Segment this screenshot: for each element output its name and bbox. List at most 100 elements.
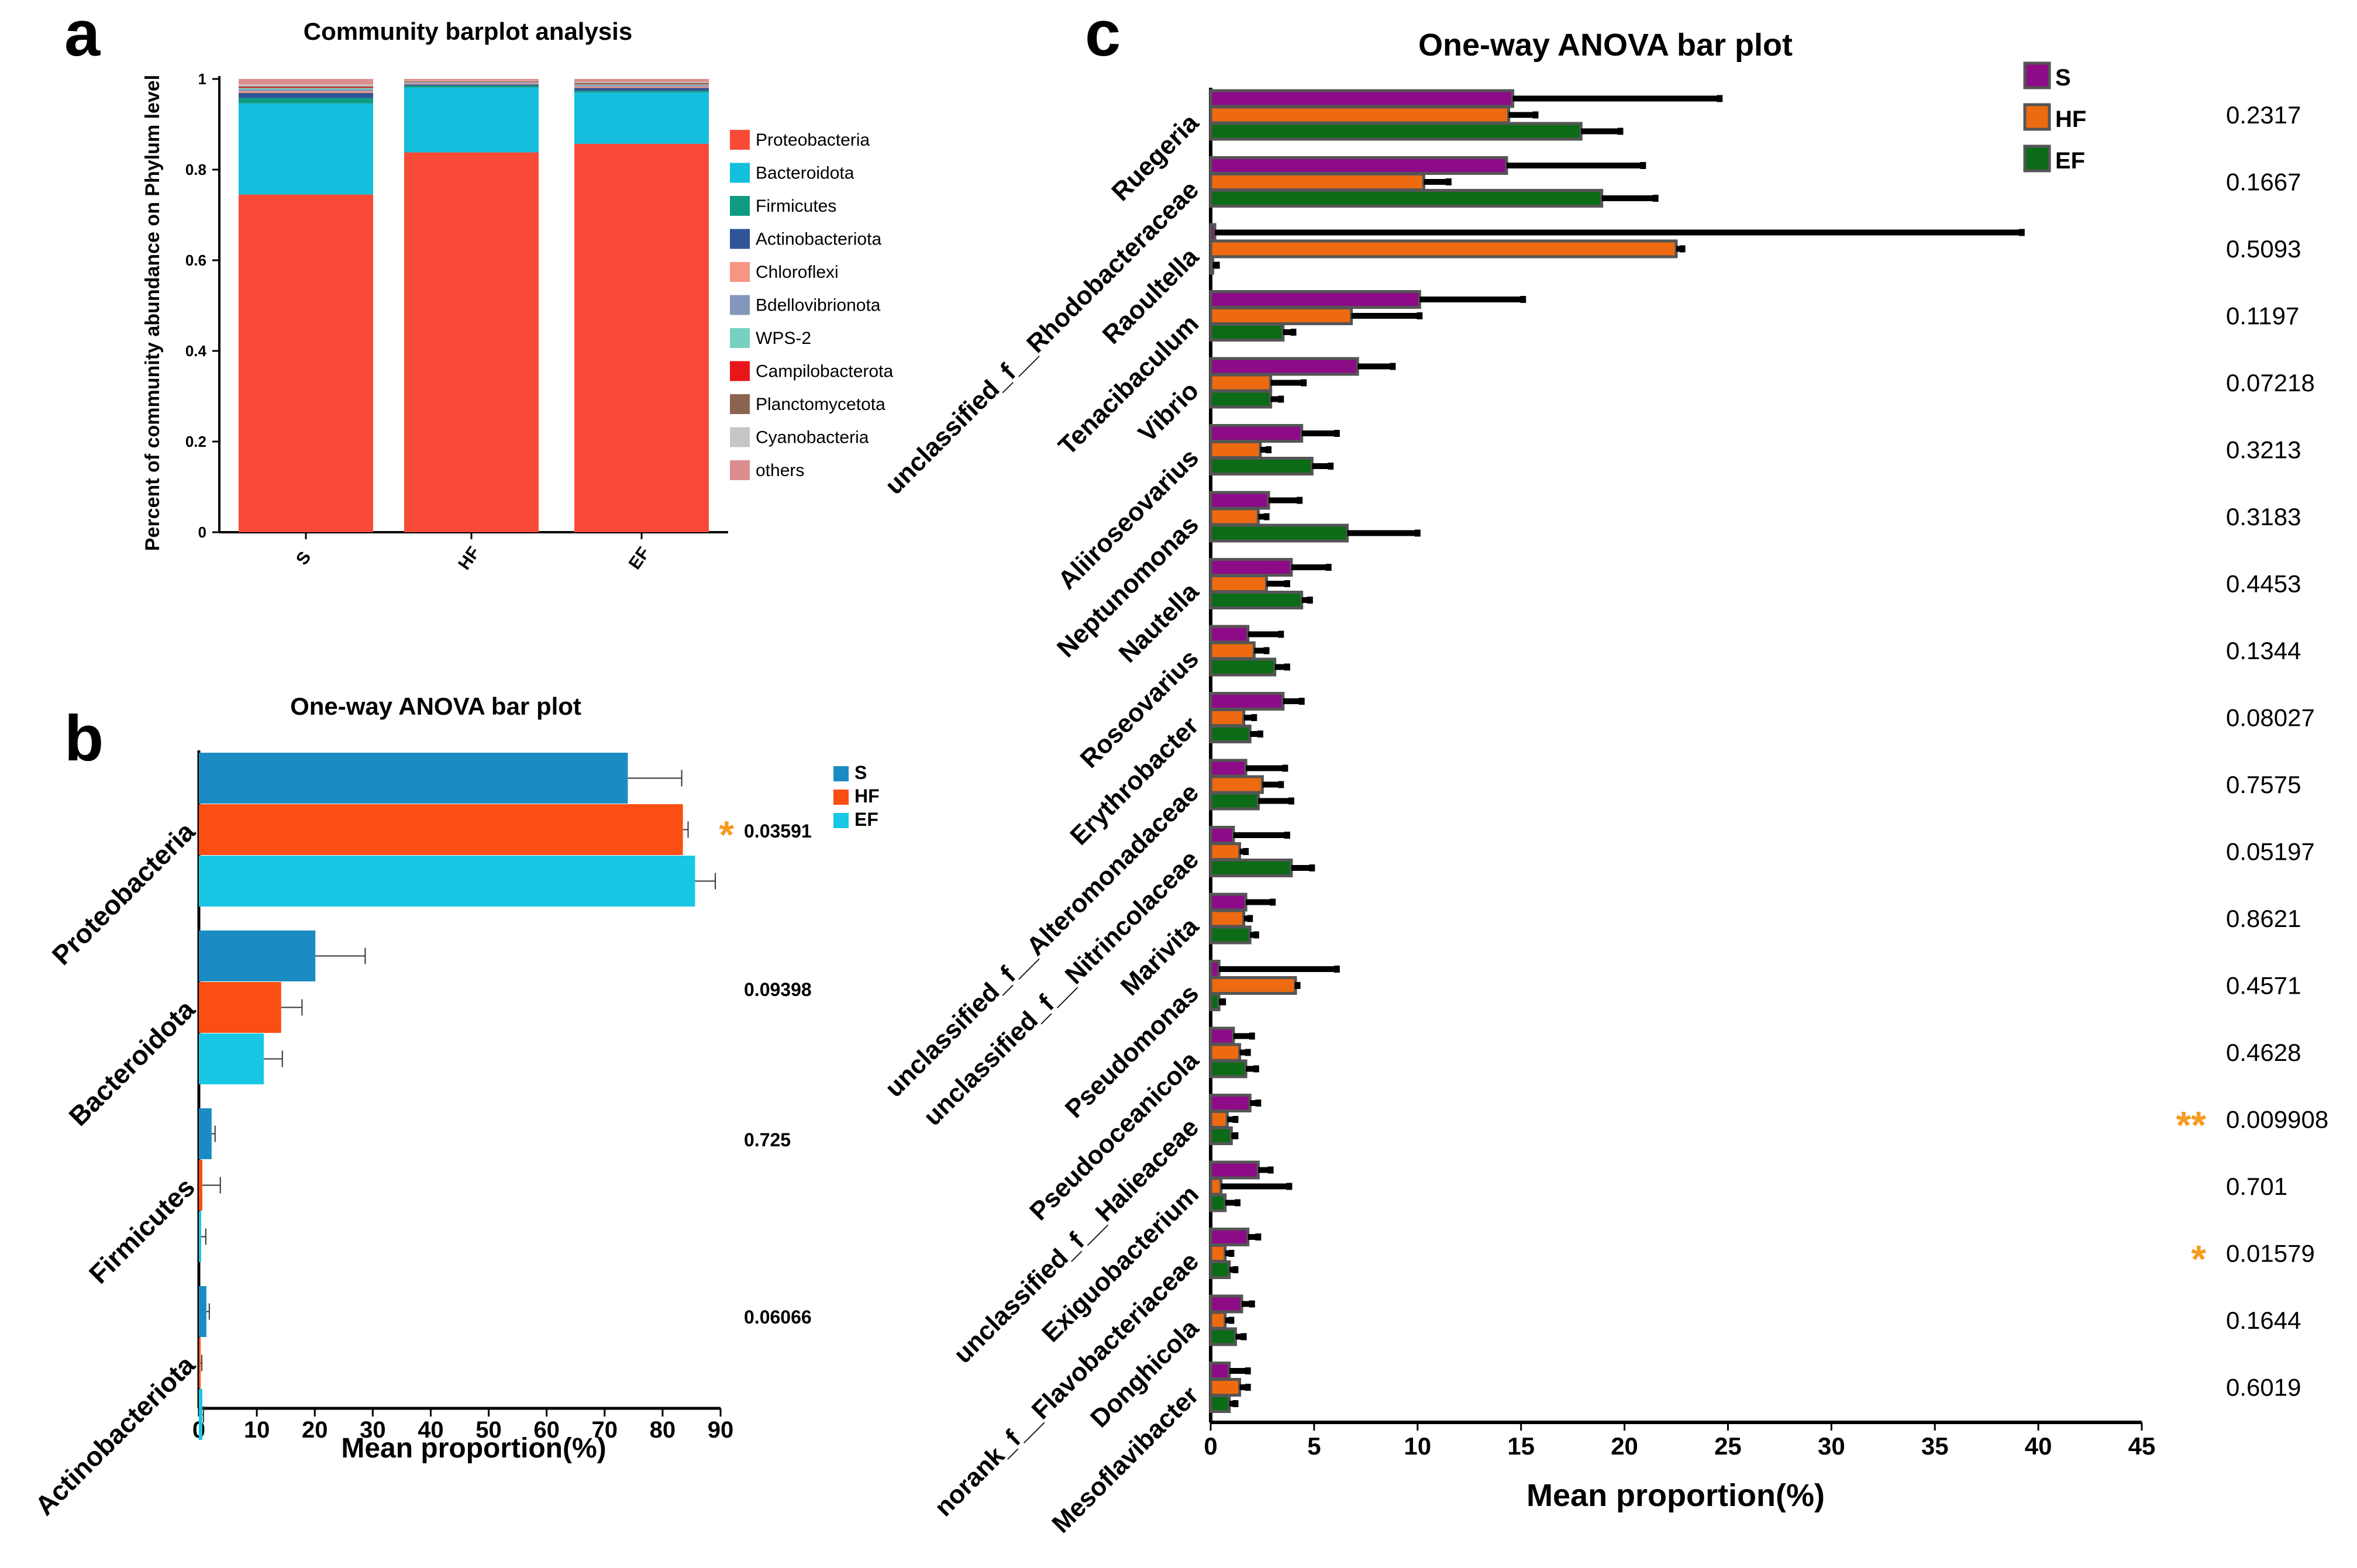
b-x-tick-label: 40 [418,1417,444,1443]
panel-a-ylabel: Percent of community abundance on Phylum… [142,75,164,551]
c-p-value: 0.01579 [2226,1240,2315,1267]
c-p-value: 0.6019 [2226,1374,2301,1401]
c-bar [1209,558,1293,577]
c-bar [1209,859,1293,877]
a-y-tick-label: 0.8 [185,161,206,178]
a-bar-segment [239,194,373,532]
a-legend-label: Bacteroidota [756,164,854,183]
c-bar [1209,290,1421,309]
c-x-tick-label: 35 [1921,1432,1949,1460]
a-bar-segment [239,87,373,88]
a-bar-segment [574,82,709,84]
panel-c-legend: S HF EF [2023,61,2086,174]
c-p-value: 0.4453 [2226,570,2301,598]
c-p-value: 0.8621 [2226,905,2301,932]
a-bar-segment [574,92,709,144]
c-p-value: 0.701 [2226,1173,2287,1200]
c-legend-label: HF [2055,106,2086,132]
c-p-value: 0.7575 [2226,771,2301,798]
b-legend-label: S [854,762,867,783]
a-bar-segment [574,82,709,83]
b-x-tick-label: 50 [475,1417,502,1443]
a-bar-segment [404,81,539,82]
a-bar-segment [574,84,709,85]
a-y-tick-label: 0.2 [185,433,206,450]
panel-c-letter: c [1085,0,1121,70]
c-bar [1209,625,1250,644]
c-bar [1209,1260,1231,1279]
c-bar [1209,708,1246,727]
panel-c-title: One-way ANOVA bar plot [1418,27,1793,63]
c-p-value: 0.5093 [2226,235,2301,263]
b-p-value: 0.06066 [744,1307,812,1328]
c-legend-label: S [2055,65,2071,91]
a-bar-segment [404,82,539,84]
c-bar [1209,189,1604,208]
c-bar [1209,323,1285,342]
b-bar [199,856,695,907]
b-x-tick-label: 80 [650,1417,676,1443]
a-bar-segment [239,88,373,89]
c-x-tick-label: 45 [2128,1432,2156,1460]
c-bar [1209,657,1277,677]
c-x-tick-label: 5 [1307,1432,1321,1460]
a-legend-swatch [730,229,750,249]
a-bar-segment [404,87,539,153]
c-bar [1209,1394,1231,1413]
panel-a-legend: Proteobacteria Bacteroidota Firmicutes Acti… [730,130,893,480]
b-bar [199,1211,201,1262]
c-bar [1209,1228,1250,1246]
a-legend-swatch [730,262,750,282]
c-x-tick-label: 10 [1404,1432,1431,1460]
a-legend-swatch [730,394,750,414]
a-bar-segment [574,88,709,91]
c-p-value: 0.1644 [2226,1307,2301,1334]
a-legend-swatch [730,460,750,480]
b-p-value: 0.03591 [744,821,812,842]
a-bar-segment [404,83,539,85]
a-bar-segment [574,85,709,87]
c-bar [1209,826,1235,845]
c-bar [1209,1043,1242,1062]
c-legend-swatch [2023,103,2051,131]
c-bar [1209,122,1583,141]
c-bar [1209,89,1515,108]
b-bar [199,804,683,855]
a-legend-swatch [730,427,750,447]
a-bar-segment [574,143,709,532]
c-p-value: 0.3183 [2226,503,2301,530]
b-legend-swatch [833,766,849,781]
a-bar-segment [239,103,373,195]
c-legend-swatch [2023,144,2051,173]
b-p-value: 0.725 [744,1129,791,1150]
b-bar [199,1286,206,1337]
a-bar-segment [239,86,373,87]
b-x-tick-label: 60 [533,1417,560,1443]
panel-a-plot: 00.20.40.60.81S HF EF [185,70,728,573]
a-legend-label: Bdellovibrionota [756,296,881,315]
c-bar [1209,457,1314,475]
a-legend-swatch [730,361,750,381]
c-p-value: 0.009908 [2226,1106,2328,1133]
a-bar-segment [404,84,539,86]
b-x-tick-label: 90 [708,1417,734,1443]
panel-b-xlabel: Mean proportion(%) [341,1433,606,1464]
a-legend-label: Proteobacteria [756,130,870,150]
a-legend-swatch [730,163,750,183]
c-bar [1209,256,1215,275]
c-x-tick-label: 15 [1507,1432,1535,1460]
c-bar [1209,105,1510,125]
a-legend-label: Chloroflexi [756,263,839,282]
c-bar [1209,1193,1227,1212]
a-y-tick-label: 0.6 [185,251,206,269]
c-bar [1209,523,1349,543]
c-p-value: 0.2317 [2226,101,2301,129]
panel-c-xlabel: Mean proportion(%) [1526,1478,1825,1513]
a-bar-segment [404,79,539,81]
a-bar-segment [239,79,373,85]
b-bar [199,1160,202,1211]
b-bar [199,982,281,1033]
a-legend-label: Firmicutes [756,197,836,216]
a-bar-segment [574,79,709,82]
panel-b-title: One-way ANOVA bar plot [290,692,581,720]
